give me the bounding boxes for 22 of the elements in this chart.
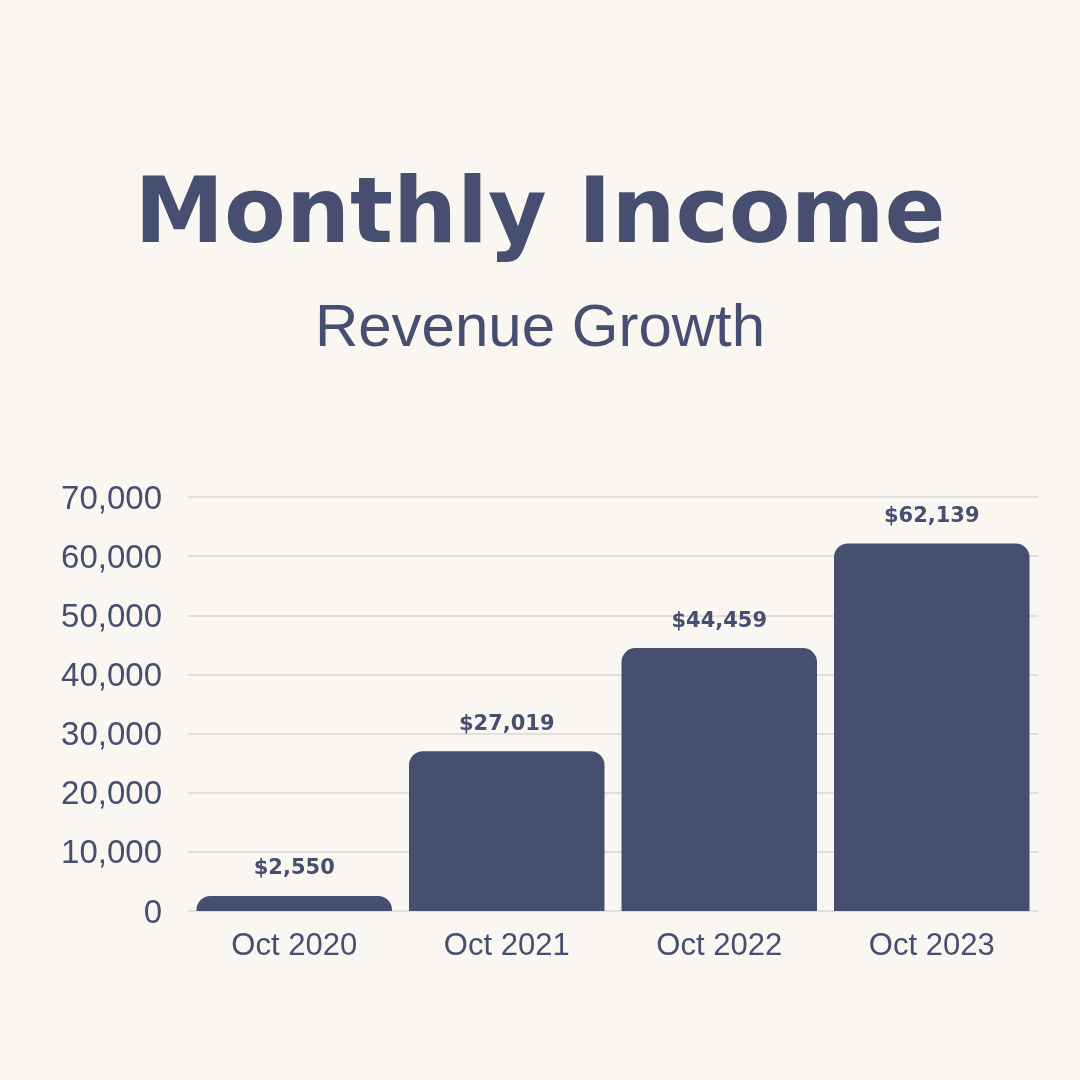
chart-subtitle: Revenue Growth (314, 291, 766, 359)
bar (409, 751, 605, 911)
y-tick-label: 70,000 (61, 478, 162, 516)
data-label: $62,139 (883, 502, 980, 527)
y-tick-label: 30,000 (61, 715, 162, 753)
x-tick-label: Oct 2023 (868, 927, 995, 962)
bar (834, 543, 1030, 911)
y-tick-label: 40,000 (61, 655, 162, 693)
bar (621, 648, 817, 911)
y-tick-label: 20,000 (61, 774, 162, 812)
y-tick-label: 60,000 (61, 537, 162, 575)
x-tick-label: Oct 2022 (656, 927, 783, 962)
y-tick-label: 50,000 (61, 596, 162, 634)
x-tick-label: Oct 2021 (443, 927, 570, 962)
x-tick-label: Oct 2020 (231, 927, 358, 962)
y-tick-label: 0 (143, 892, 162, 930)
data-label: $2,550 (253, 855, 335, 880)
y-tick-label: 10,000 (61, 833, 162, 871)
bar (196, 895, 392, 911)
data-label: $44,459 (671, 607, 768, 632)
data-label: $27,019 (458, 710, 555, 735)
chart-title: Monthly Income (134, 157, 946, 263)
